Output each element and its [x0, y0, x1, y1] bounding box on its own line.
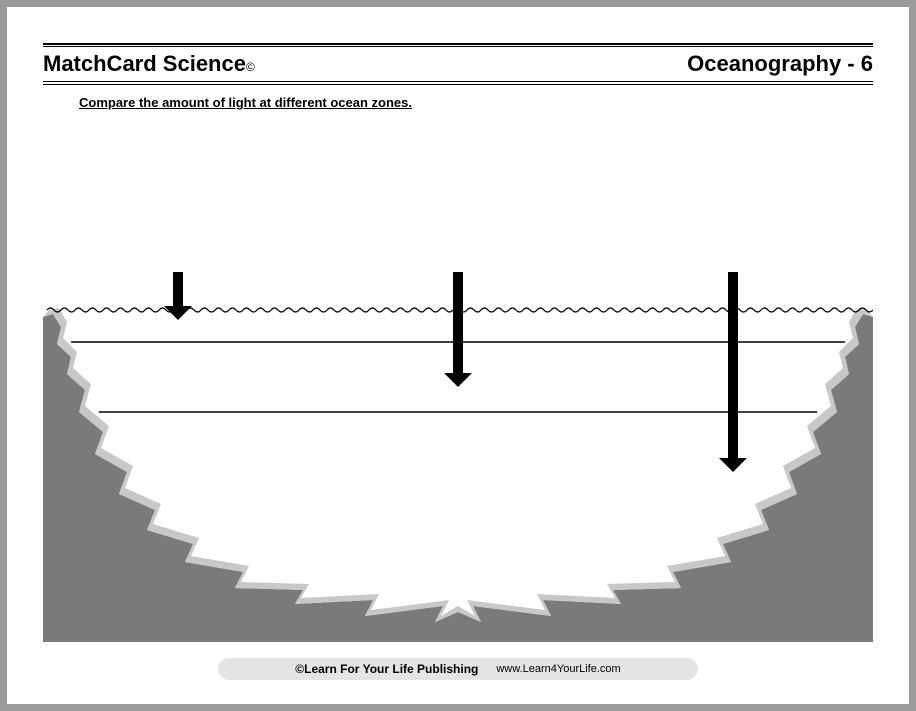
header-rule-bottom	[43, 81, 873, 85]
light-arrows	[164, 272, 747, 472]
title-text: MatchCard Science	[43, 51, 246, 76]
footer-publisher: ©Learn For Your Life Publishing	[295, 662, 478, 676]
header-row: MatchCard Science© Oceanography - 6	[43, 49, 873, 79]
title-left: MatchCard Science©	[43, 51, 255, 77]
footer-copyright-symbol: ©	[295, 662, 304, 676]
footer-pill: ©Learn For Your Life Publishing www.Lear…	[218, 658, 698, 680]
light-arrow-2	[444, 272, 472, 387]
content-area: MatchCard Science© Oceanography - 6 Comp…	[43, 43, 873, 110]
footer-publisher-text: Learn For Your Life Publishing	[304, 662, 478, 676]
ocean-zones-diagram	[43, 272, 873, 642]
title-right: Oceanography - 6	[687, 51, 873, 77]
copyright-symbol: ©	[246, 60, 255, 74]
light-arrow-1	[164, 272, 192, 320]
instruction-text: Compare the amount of light at different…	[79, 95, 873, 110]
page-frame: MatchCard Science© Oceanography - 6 Comp…	[7, 7, 909, 704]
ocean-svg	[43, 272, 873, 642]
light-arrow-3	[719, 272, 747, 472]
header-rule-top	[43, 43, 873, 47]
footer-url: www.Learn4YourLife.com	[496, 663, 620, 675]
